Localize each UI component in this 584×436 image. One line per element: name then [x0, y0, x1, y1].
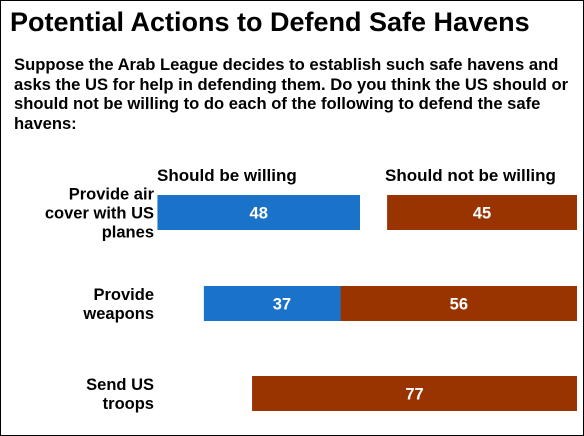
bar-willing — [203, 286, 360, 321]
bar-not-willing — [340, 286, 577, 321]
category-label: troops — [103, 395, 154, 413]
bar-willing — [157, 195, 360, 230]
bar-not-willing — [252, 376, 577, 411]
value-label-willing: 48 — [250, 205, 268, 223]
category-label: Provide air — [69, 186, 155, 204]
category-label: Provide — [93, 286, 154, 304]
value-label-not-willing: 45 — [473, 205, 491, 223]
bar-not-willing — [387, 195, 577, 230]
category-label: Send US — [86, 376, 154, 394]
value-label-willing: 37 — [273, 296, 291, 314]
series-header-not-willing: Should not be willing — [385, 166, 556, 185]
category-label: cover with US — [45, 205, 154, 223]
value-label-not-willing: 77 — [405, 386, 423, 404]
survey-question: Suppose the Arab League decides to estab… — [14, 55, 569, 133]
series-header-willing: Should be willing — [157, 166, 297, 185]
chart-title: Potential Actions to Defend Safe Havens — [10, 7, 530, 37]
category-label: planes — [102, 224, 154, 242]
value-label-not-willing: 56 — [450, 296, 468, 314]
category-label: weapons — [82, 305, 154, 323]
